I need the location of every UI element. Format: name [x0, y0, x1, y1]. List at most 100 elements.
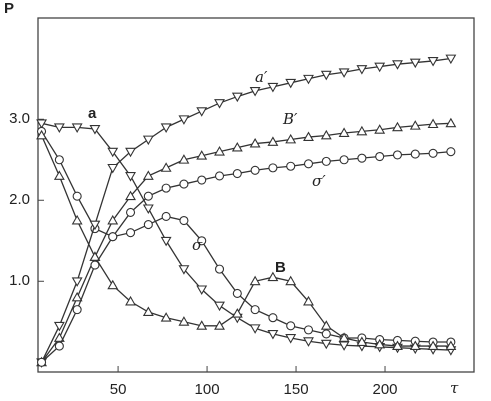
plot-frame [37, 17, 475, 373]
point [214, 320, 225, 330]
point [286, 161, 296, 171]
point [142, 204, 154, 214]
point [179, 179, 189, 189]
point [303, 325, 314, 335]
point [160, 123, 172, 133]
point [196, 320, 208, 330]
point [231, 92, 243, 103]
point [268, 163, 278, 173]
point [267, 82, 279, 93]
point [320, 70, 332, 81]
point [267, 330, 279, 340]
point [125, 207, 136, 217]
point [90, 260, 100, 270]
point [427, 340, 439, 351]
series-line [41, 151, 451, 363]
point [427, 118, 439, 129]
point [409, 340, 421, 351]
point [338, 68, 350, 78]
point [285, 334, 297, 344]
point [125, 228, 136, 238]
point [356, 65, 368, 75]
point [37, 357, 47, 367]
point [125, 147, 136, 158]
point [285, 133, 297, 144]
point [160, 236, 172, 247]
x-tick-label: 50 [110, 381, 127, 398]
point [286, 321, 296, 331]
point [428, 148, 438, 158]
point [36, 129, 48, 140]
point [160, 312, 172, 322]
point [249, 86, 261, 97]
series-label: B [275, 259, 286, 276]
point [303, 295, 314, 306]
point [445, 340, 457, 351]
point [392, 340, 403, 351]
point [427, 57, 439, 67]
point [446, 147, 456, 157]
y-tick-label: 3.0 [9, 110, 30, 127]
point [125, 295, 136, 306]
point [125, 172, 136, 182]
point [196, 107, 208, 117]
point [142, 135, 154, 146]
series-label: σ [192, 236, 203, 254]
point [89, 220, 101, 231]
point [374, 124, 386, 134]
series-label: B′ [282, 110, 298, 128]
x-tick-label: 100 [195, 381, 220, 398]
point [71, 291, 83, 302]
point [214, 171, 225, 181]
point [374, 338, 386, 349]
point [107, 163, 119, 174]
point [71, 123, 83, 133]
series-line [41, 122, 451, 363]
point [196, 285, 208, 295]
point [232, 288, 242, 298]
x-axis-label: τ [450, 379, 459, 397]
point [197, 236, 207, 246]
point [142, 170, 154, 180]
point [107, 214, 119, 225]
point [409, 120, 421, 130]
point [53, 332, 65, 342]
point [375, 151, 385, 162]
point [338, 127, 350, 137]
series-line [41, 131, 451, 343]
point [250, 165, 260, 175]
point [321, 329, 331, 339]
point [356, 125, 368, 136]
point [53, 170, 65, 180]
point [214, 146, 225, 156]
x-tick-label: 200 [373, 381, 398, 398]
point [53, 321, 65, 332]
point [161, 183, 171, 193]
point [214, 99, 225, 109]
point [108, 232, 118, 242]
point [214, 301, 225, 312]
point [71, 214, 83, 225]
point [249, 137, 261, 148]
point [72, 305, 82, 315]
point [249, 275, 261, 286]
point [72, 191, 82, 201]
point [54, 341, 64, 351]
point [303, 159, 314, 169]
point [125, 190, 136, 201]
point [320, 129, 332, 140]
point [249, 324, 261, 334]
point [303, 131, 314, 142]
point [54, 155, 64, 165]
point [36, 119, 48, 129]
series-label: a [88, 105, 97, 122]
y-tick-label: 1.0 [9, 272, 30, 289]
point [143, 191, 153, 201]
point [374, 62, 386, 73]
y-axis-label: P [4, 0, 14, 17]
series-label: σ′ [312, 172, 326, 190]
point [267, 271, 279, 282]
point [89, 125, 101, 135]
point [178, 316, 190, 326]
